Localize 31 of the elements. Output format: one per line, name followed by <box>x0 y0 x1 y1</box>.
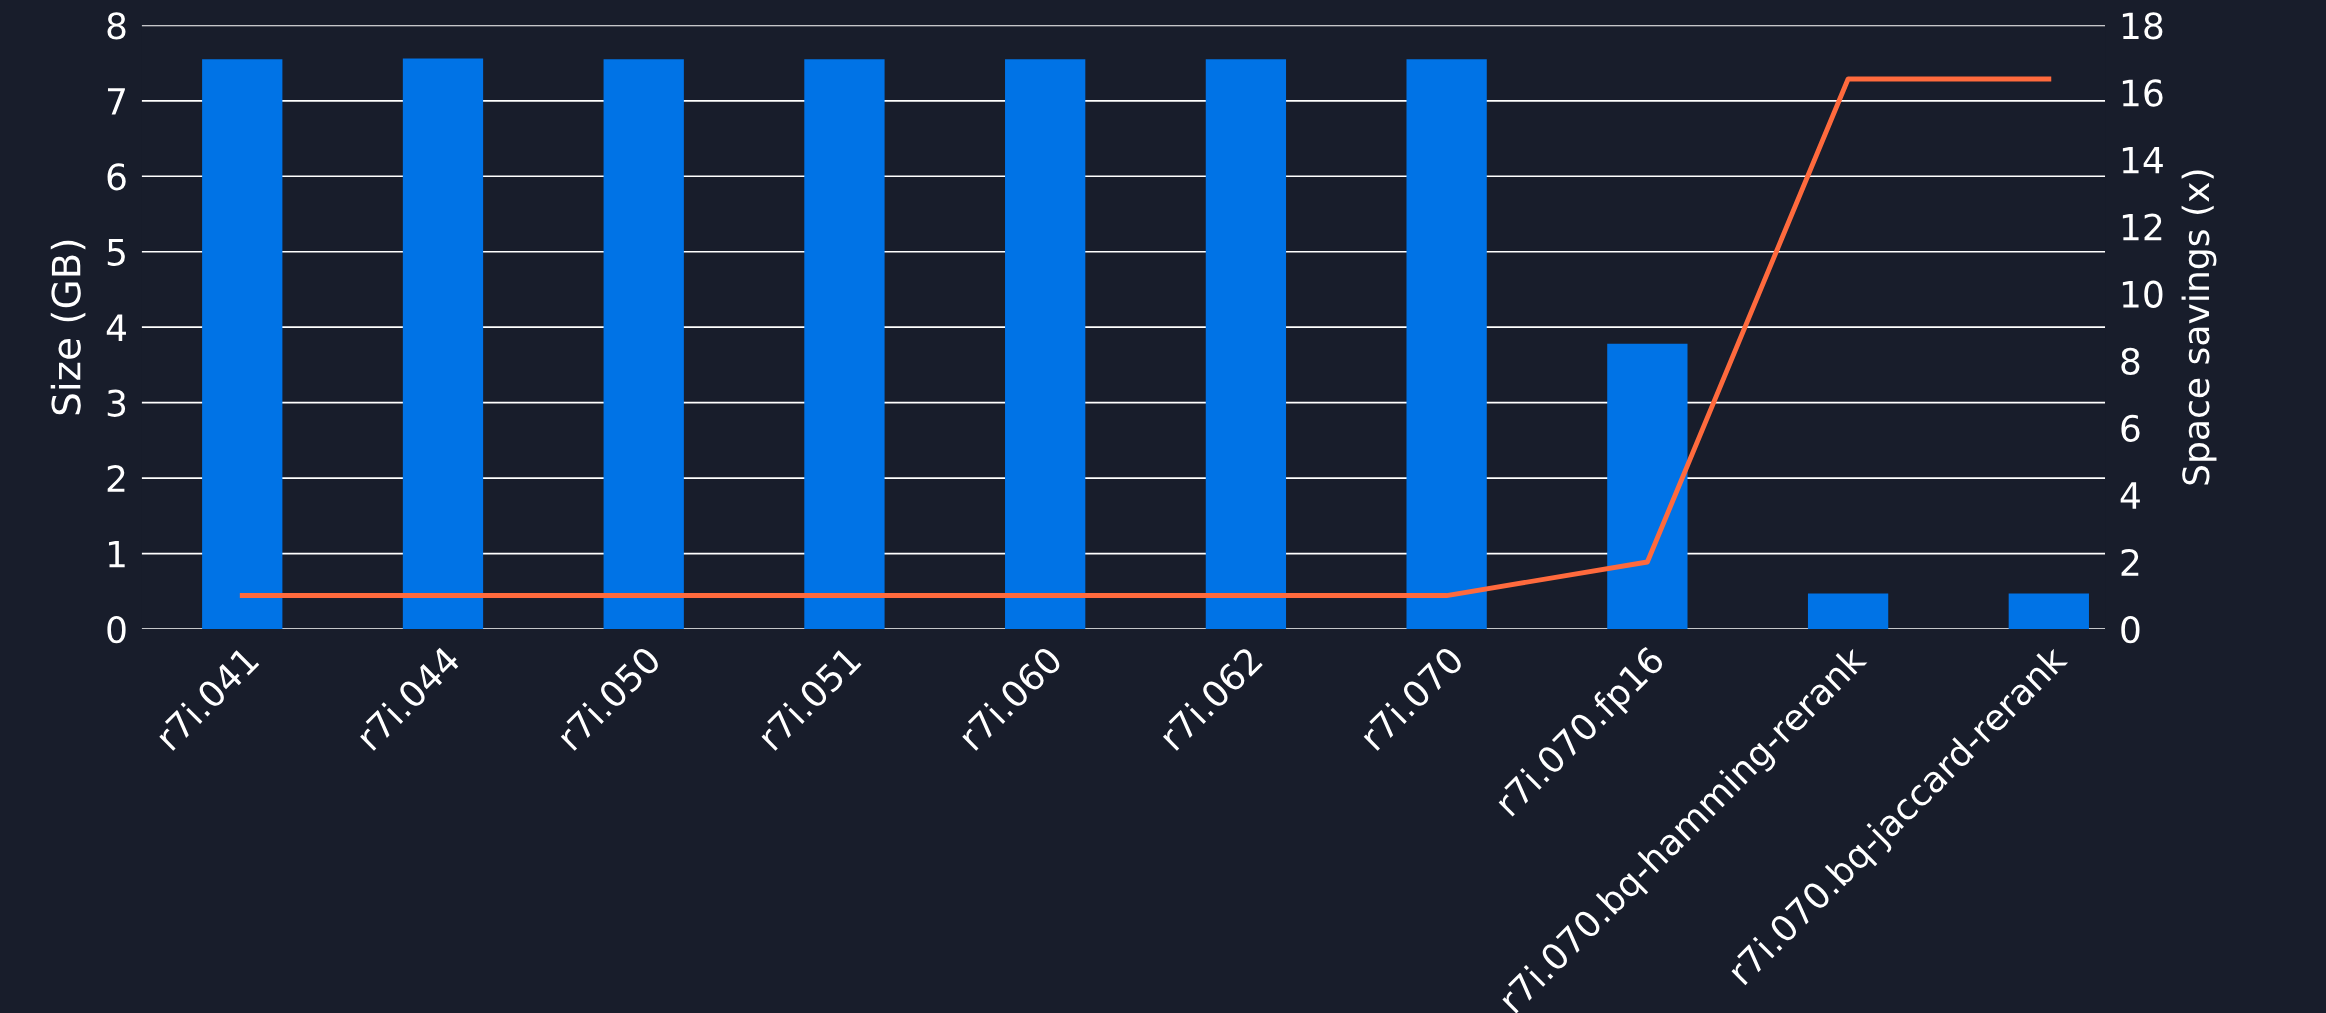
y-axis-title: Size (GB) <box>50 240 86 415</box>
y2-tick-label: 6 <box>2121 414 2140 443</box>
y-tick-label: 2 <box>107 465 125 492</box>
bar <box>202 59 283 630</box>
y-tick-label: 6 <box>107 163 126 191</box>
bar <box>603 59 684 630</box>
y2-tick-label: 14 <box>2122 146 2163 174</box>
y-tick-label: 4 <box>106 314 126 341</box>
bar <box>1807 593 1889 630</box>
y2-tick-label: 16 <box>2122 79 2163 107</box>
y-tick-label: 0 <box>107 615 126 644</box>
y2-tick-label: 8 <box>2121 347 2140 375</box>
y2-tick-label: 0 <box>2121 615 2140 644</box>
y2-tick-label: 4 <box>2120 482 2140 509</box>
y-tick-label: 3 <box>107 389 126 417</box>
bar <box>804 59 885 630</box>
y2-tick-label: 12 <box>2122 213 2162 241</box>
y-tick-label: 8 <box>107 12 126 40</box>
bar <box>1005 59 1086 630</box>
bar <box>402 58 484 630</box>
y-tick-label: 5 <box>107 239 125 266</box>
y2-tick-label: 10 <box>2122 280 2163 308</box>
bar <box>2008 593 2089 630</box>
y-tick-label: 1 <box>108 541 125 568</box>
y2-tick-label: 18 <box>2122 12 2163 40</box>
y-tick-label: 7 <box>107 88 125 115</box>
bar <box>1205 59 1287 630</box>
bar <box>1607 343 1688 630</box>
bar <box>1406 59 1487 630</box>
y2-tick-label: 2 <box>2121 548 2139 576</box>
y2-axis-title: Space savings (x) <box>2181 170 2217 485</box>
